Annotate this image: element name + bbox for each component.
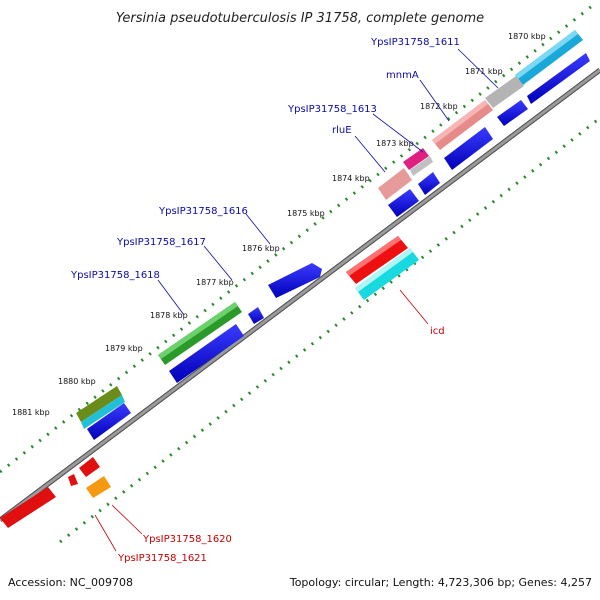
kbp-tick-1877: 1877 kbp: [196, 278, 234, 287]
reverse-gene-track: [0, 236, 419, 528]
cds-arrow-2[interactable]: [497, 100, 528, 126]
label-icd[interactable]: icd: [430, 326, 445, 337]
gene-icd-red[interactable]: [346, 236, 408, 284]
gene-box-mnmA[interactable]: [485, 76, 524, 108]
gene-1620-red[interactable]: [79, 457, 100, 477]
kbp-tick-1875: 1875 kbp: [287, 209, 325, 218]
outer-dotted-track: [0, 4, 593, 474]
kbp-tick-1873: 1873 kbp: [376, 139, 414, 148]
cds-arrow-7[interactable]: [248, 307, 264, 324]
gene-box-1613[interactable]: [432, 100, 493, 150]
label-ypsip31758-1618[interactable]: YpsIP31758_1618: [70, 270, 160, 281]
gene-box-1618b[interactable]: [81, 395, 125, 429]
gene-icd-cyan[interactable]: [355, 248, 419, 300]
kbp-tick-1879: 1879 kbp: [105, 344, 143, 353]
kbp-tick-1881: 1881 kbp: [12, 408, 50, 417]
kbp-tick-1870: 1870 kbp: [508, 32, 546, 41]
cds-blue-track: [87, 53, 590, 440]
cds-arrow-3[interactable]: [444, 127, 493, 170]
cds-arrow-8[interactable]: [169, 324, 244, 383]
label-ypsip31758-1620[interactable]: YpsIP31758_1620: [142, 534, 232, 545]
cds-arrow-5[interactable]: [388, 189, 419, 217]
kbp-tick-1871: 1871 kbp: [465, 67, 503, 76]
label-ypsip31758-1616[interactable]: YpsIP31758_1616: [158, 206, 248, 217]
gene-box-1617[interactable]: [158, 302, 242, 365]
gene-box-rluE[interactable]: [378, 168, 412, 200]
gene-box-1611[interactable]: [515, 30, 583, 85]
accession-text: Accession: NC_009708: [8, 576, 133, 589]
kbp-ticks: 1870 kbp 1871 kbp 1872 kbp 1873 kbp 1874…: [12, 32, 546, 417]
genome-backbone-highlight: [0, 68, 600, 522]
gene-box-1618a[interactable]: [76, 386, 122, 422]
leader-lines: [94, 48, 499, 552]
diagram-title: Yersinia pseudotuberculosis IP 31758, co…: [116, 11, 484, 26]
cds-arrow-4[interactable]: [418, 172, 440, 195]
label-rluE[interactable]: rluE: [332, 125, 352, 136]
label-ypsip31758-1613[interactable]: YpsIP31758_1613: [287, 104, 377, 115]
gene-1620-orange[interactable]: [86, 476, 111, 498]
cds-arrow-6[interactable]: [268, 263, 322, 298]
kbp-tick-1874: 1874 kbp: [332, 174, 370, 183]
kbp-tick-1880: 1880 kbp: [58, 377, 96, 386]
inner-dotted-track: [59, 116, 600, 544]
label-ypsip31758-1611[interactable]: YpsIP31758_1611: [370, 37, 460, 48]
outer-gene-track: [76, 30, 583, 429]
cds-arrow-1[interactable]: [527, 53, 590, 104]
label-ypsip31758-1617[interactable]: YpsIP31758_1617: [116, 237, 206, 248]
gene-1621-red[interactable]: [0, 487, 56, 528]
label-mnmA[interactable]: mnmA: [386, 70, 419, 81]
cds-arrow-9[interactable]: [87, 403, 131, 440]
label-ypsip31758-1621[interactable]: YpsIP31758_1621: [117, 553, 207, 564]
topology-text: Topology: circular; Length: 4,723,306 bp…: [289, 576, 592, 589]
gene-box-rluE-a[interactable]: [403, 148, 429, 170]
gene-small-red[interactable]: [68, 474, 78, 486]
kbp-tick-1878: 1878 kbp: [150, 311, 188, 320]
kbp-tick-1876: 1876 kbp: [242, 244, 280, 253]
